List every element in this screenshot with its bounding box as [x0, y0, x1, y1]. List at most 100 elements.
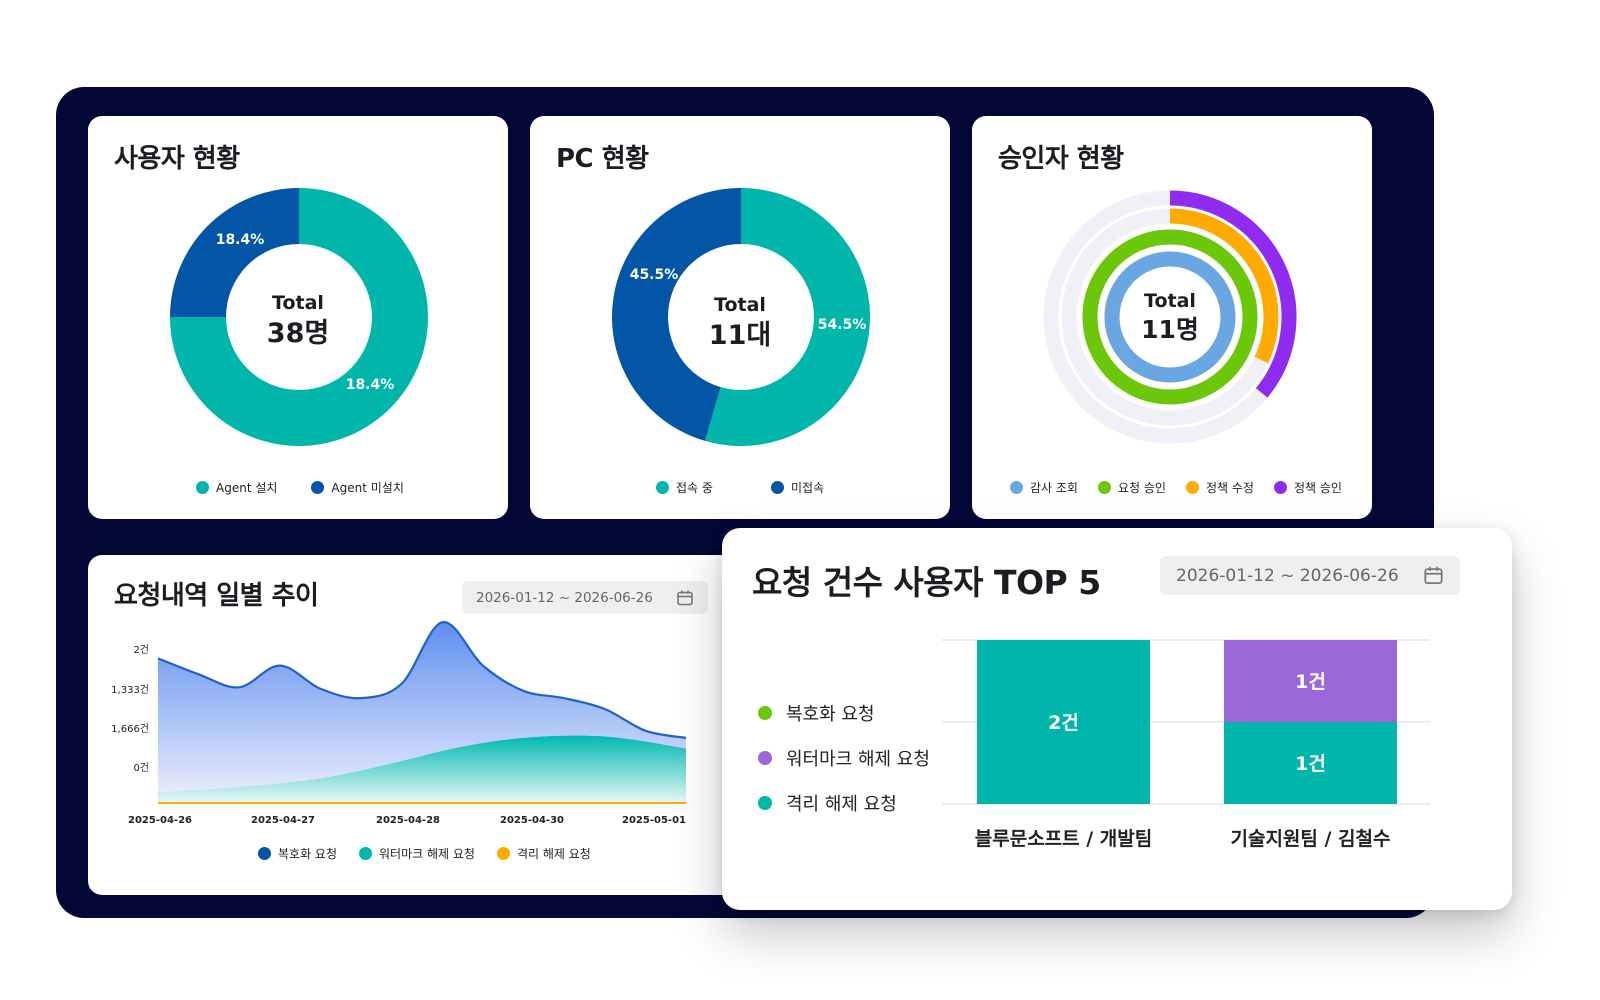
y-tick-label: 2건	[133, 644, 149, 656]
legend-dot	[758, 750, 772, 765]
legend-label: 워터마크 해제 요청	[379, 847, 475, 861]
legend-item: 워터마크 해제 요청	[758, 735, 930, 780]
legend-item: 미접속	[770, 479, 824, 496]
x-tick-label: 2025-05-01	[622, 815, 686, 826]
x-tick-label: 2025-04-27	[251, 815, 315, 826]
legend-item: 요청 승인	[1097, 479, 1166, 496]
legend-label: Agent 설치	[216, 481, 278, 495]
bar-value-label: 1건	[1295, 671, 1326, 693]
date-range-text: 2026-01-12 ~ 2026-06-26	[476, 589, 653, 606]
legend-dot	[1273, 481, 1287, 494]
user-status-legend: Agent 설치 Agent 미설치	[196, 479, 404, 496]
total-value: 11명	[1141, 315, 1199, 344]
bar-segment	[1224, 722, 1397, 804]
legend-label: 복호화 요청	[786, 703, 875, 725]
top5-popup-card: 요청 건수 사용자 TOP 5 2026-01-12 ~ 2026-06-26 …	[722, 528, 1512, 910]
y-tick-label: 0건	[133, 762, 149, 774]
total-value: 38명	[267, 318, 329, 349]
legend-item: 워터마크 해제 요청	[359, 845, 475, 862]
ring-arc-1	[1104, 251, 1236, 383]
x-tick-label: 2025-04-26	[128, 815, 192, 826]
bar-segment	[1224, 640, 1397, 722]
ring-arc-2	[1082, 229, 1258, 405]
category-label: 블루문소프트 / 개발팀	[975, 828, 1153, 850]
date-range-picker[interactable]: 2026-01-12 ~ 2026-06-26	[462, 581, 708, 614]
legend-item: Agent 미설치	[311, 479, 404, 496]
user-pct-label-1: 18.4%	[216, 232, 265, 248]
top5-legend: 복호화 요청 워터마크 해제 요청 격리 해제 요청	[758, 690, 930, 825]
pc-status-card: PC 현황 54.5% 45.5% Total 11대 접속 중 미접속	[530, 116, 950, 519]
legend-item: 정책 승인	[1273, 479, 1342, 496]
legend-label: 감사 조회	[1030, 481, 1078, 495]
legend-dot	[1185, 481, 1199, 494]
total-value: 11대	[709, 320, 771, 351]
legend-dot	[359, 847, 373, 860]
legend-label: 복호화 요청	[278, 847, 338, 861]
legend-dot	[496, 847, 510, 860]
legend-label: 격리 해제 요청	[516, 847, 591, 861]
card-title: PC 현황	[556, 144, 649, 174]
donut-slice-agent-installed	[170, 188, 428, 446]
daily-trend-area-chart: 2건 1,333건 1,666건 0건 2025-04-26 2025-04-27 202…	[111, 621, 687, 826]
legend-label: 격리 해제 요청	[786, 793, 897, 815]
legend-dot	[258, 847, 271, 860]
total-label: Total	[1144, 290, 1196, 312]
legend-item: 접속 중	[656, 479, 713, 496]
legend-dot	[311, 481, 325, 494]
legend-dot	[770, 481, 784, 494]
legend-dot	[758, 705, 772, 720]
series-line-decryption	[157, 621, 687, 740]
legend-label: 정책 수정	[1205, 481, 1254, 495]
pc-pct-label-0: 54.5%	[818, 317, 867, 333]
series-area-watermark	[158, 735, 686, 803]
x-tick-label: 2025-04-30	[500, 815, 564, 826]
legend-item: 격리 해제 요청	[496, 845, 591, 862]
legend-item: 격리 해제 요청	[758, 780, 930, 825]
legend-dot	[656, 481, 669, 494]
calendar-icon[interactable]	[676, 589, 694, 607]
date-range-picker[interactable]: 2026-01-12 ~ 2026-06-26	[1160, 556, 1460, 595]
donut-slice-disconnected	[612, 188, 741, 441]
approver-status-card: 승인자 현황 Total 11명 감사 조회 요청 승인 정책 수정 정책 승인	[972, 116, 1372, 519]
donut-slice-agent-not-installed	[170, 188, 299, 317]
card-title: 승인자 현황	[998, 144, 1124, 174]
ring-arc-4	[1169, 190, 1297, 398]
legend-item: Agent 설치	[196, 479, 277, 496]
legend-item: 복호화 요청	[258, 845, 337, 862]
y-tick-label: 1,666건	[111, 723, 149, 735]
y-tick-label: 1,333건	[111, 684, 149, 696]
bar-value-label: 2건	[1048, 712, 1079, 734]
donut-slice-connected	[705, 188, 870, 447]
top5-stacked-bar-chart: 2건 1건 1건 블루문소프트 / 개발팀 기술지원팀 / 김철수	[942, 639, 1430, 850]
calendar-icon[interactable]	[1423, 565, 1444, 586]
legend-label: 워터마크 해제 요청	[786, 748, 930, 770]
category-label: 기술지원팀 / 김철수	[1230, 828, 1390, 850]
legend-dot	[1097, 481, 1111, 494]
pc-status-legend: 접속 중 미접속	[656, 479, 824, 496]
legend-dot	[196, 481, 209, 494]
user-status-donut: 18.4% 18.4% Total 38명	[170, 188, 428, 446]
bar-value-label: 1건	[1295, 753, 1326, 775]
ring-arc-3	[1169, 208, 1279, 364]
legend-item: 정책 수정	[1185, 479, 1254, 496]
legend-dot	[758, 795, 772, 810]
legend-item: 복호화 요청	[758, 690, 930, 735]
card-title: 요청내역 일별 추이	[114, 581, 319, 611]
legend-label: 정책 승인	[1293, 481, 1342, 495]
pc-status-donut: 54.5% 45.5% Total 11대	[612, 188, 870, 447]
legend-label: Agent 미설치	[331, 481, 404, 495]
daily-trend-legend: 복호화 요청 워터마크 해제 요청 격리 해제 요청	[258, 845, 591, 862]
card-title: 사용자 현황	[114, 144, 240, 174]
date-range-text: 2026-01-12 ~ 2026-06-26	[1176, 565, 1399, 586]
approver-status-rings: Total 11명	[1043, 190, 1297, 444]
legend-dot	[1010, 481, 1023, 494]
total-label: Total	[272, 292, 324, 314]
user-status-card: 사용자 현황 18.4% 18.4% Total 38명 Agent 설치 Ag…	[88, 116, 508, 519]
x-tick-label: 2025-04-28	[376, 815, 440, 826]
bar-segment	[977, 640, 1150, 804]
approver-status-legend: 감사 조회 요청 승인 정책 수정 정책 승인	[1010, 479, 1342, 496]
user-pct-label-0: 18.4%	[346, 377, 395, 393]
legend-item: 감사 조회	[1010, 479, 1078, 496]
total-label: Total	[714, 294, 766, 316]
popup-title: 요청 건수 사용자 TOP 5	[752, 563, 1101, 602]
